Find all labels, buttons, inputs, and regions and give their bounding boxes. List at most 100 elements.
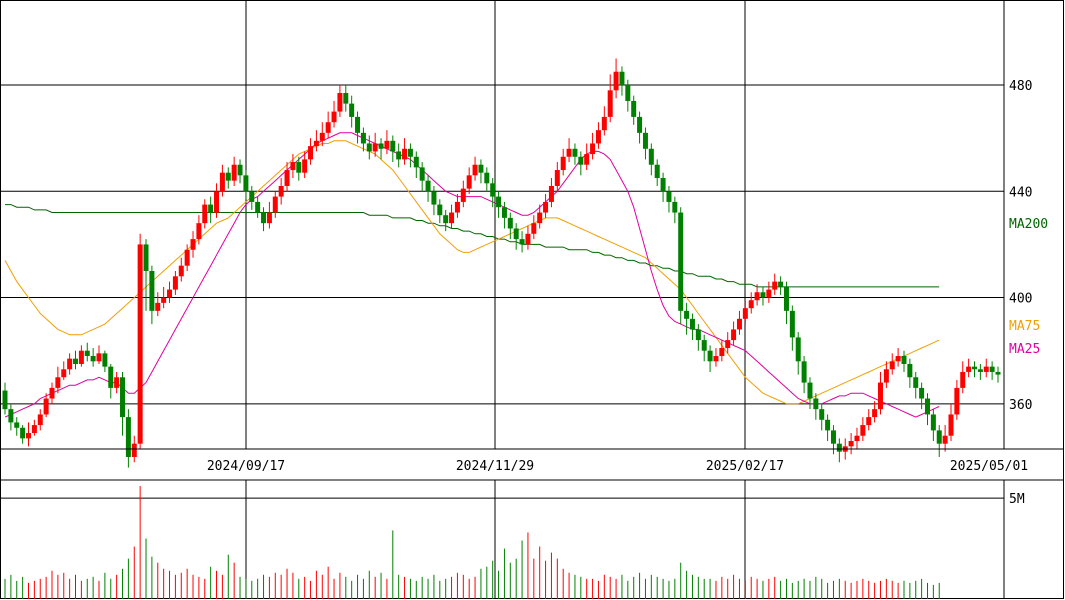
candle — [272, 191, 278, 218]
candle-body — [648, 148, 654, 165]
candle-body — [43, 398, 49, 415]
x-axis-ticks: 2024/09/17 2024/11/29 2025/02/17 2025/05/01 — [207, 459, 1028, 474]
candle — [390, 135, 396, 163]
candle-body — [719, 348, 725, 357]
candle — [678, 207, 684, 325]
candle — [801, 356, 807, 394]
candle — [742, 300, 748, 325]
candle — [701, 334, 707, 362]
candle-body — [37, 414, 43, 426]
candle — [766, 281, 772, 303]
candle — [407, 143, 413, 168]
candle-body — [631, 100, 637, 117]
candle-body — [731, 329, 737, 341]
candle — [319, 122, 325, 147]
candle — [460, 180, 466, 208]
candle — [243, 170, 249, 200]
candle — [372, 132, 378, 157]
candle-body — [73, 358, 79, 364]
candle-body — [466, 175, 472, 189]
candle — [725, 332, 731, 354]
candle-body — [877, 382, 883, 410]
candle — [26, 422, 32, 447]
candle-body — [836, 443, 842, 452]
candle — [813, 393, 819, 420]
volume-grid — [0, 480, 1004, 599]
candle — [648, 143, 654, 176]
candle — [178, 257, 184, 282]
candle — [983, 358, 989, 378]
candle-body — [654, 164, 660, 179]
candle — [284, 162, 290, 192]
candle — [689, 313, 695, 341]
x-tick-label: 2025/05/01 — [950, 459, 1028, 474]
candle — [155, 292, 161, 317]
candle-body — [819, 409, 825, 420]
candle-body — [78, 350, 84, 364]
candle-body — [319, 132, 325, 141]
candle — [496, 191, 502, 218]
candle — [302, 151, 308, 179]
candle — [449, 204, 455, 229]
candle-body — [778, 281, 784, 287]
candle — [249, 185, 255, 210]
candle — [795, 332, 801, 375]
candle — [548, 178, 554, 208]
candle — [2, 382, 8, 415]
candle — [167, 281, 173, 303]
candle — [748, 292, 754, 314]
candle-body — [684, 310, 690, 319]
candle-body — [266, 212, 272, 224]
candle — [501, 201, 507, 229]
candle — [637, 111, 643, 144]
candle-body — [754, 292, 760, 301]
candle — [895, 348, 901, 367]
candle-body — [190, 239, 196, 250]
candle-body — [936, 430, 942, 444]
candle — [255, 196, 261, 218]
candle-body — [67, 358, 73, 370]
candle-body — [501, 207, 507, 218]
candle — [219, 164, 225, 197]
candle-body — [484, 172, 490, 184]
candle — [584, 143, 590, 171]
candle-body — [901, 356, 907, 364]
candle-body — [948, 414, 954, 436]
candle — [860, 417, 866, 442]
candle — [313, 130, 319, 152]
candle — [830, 425, 836, 455]
candle — [825, 414, 831, 442]
candle — [942, 425, 948, 452]
candle — [190, 231, 196, 258]
candle-body — [848, 441, 854, 447]
candle — [995, 366, 1001, 383]
candle-body — [601, 116, 607, 131]
candle-body — [20, 427, 26, 439]
candle — [660, 172, 666, 202]
candle — [378, 138, 384, 160]
candle-body — [143, 244, 149, 271]
candle — [437, 199, 443, 224]
candle-body — [161, 297, 167, 303]
candle — [631, 95, 637, 125]
candle — [349, 95, 355, 128]
candle — [431, 185, 437, 216]
candle-body — [214, 191, 220, 213]
candle — [948, 403, 954, 442]
candle — [566, 138, 572, 163]
candle-body — [261, 212, 267, 224]
candle-body — [108, 366, 114, 388]
candle-body — [854, 435, 860, 442]
candle — [754, 284, 760, 306]
candle — [731, 321, 737, 346]
candle — [96, 345, 102, 364]
candle — [102, 350, 108, 372]
candle — [836, 438, 842, 463]
candle — [61, 361, 67, 380]
candle — [554, 162, 560, 192]
candle-body — [431, 191, 437, 205]
candle — [772, 273, 778, 295]
candle-body — [302, 159, 308, 173]
candle-body — [84, 350, 90, 357]
candle-body — [243, 175, 249, 192]
